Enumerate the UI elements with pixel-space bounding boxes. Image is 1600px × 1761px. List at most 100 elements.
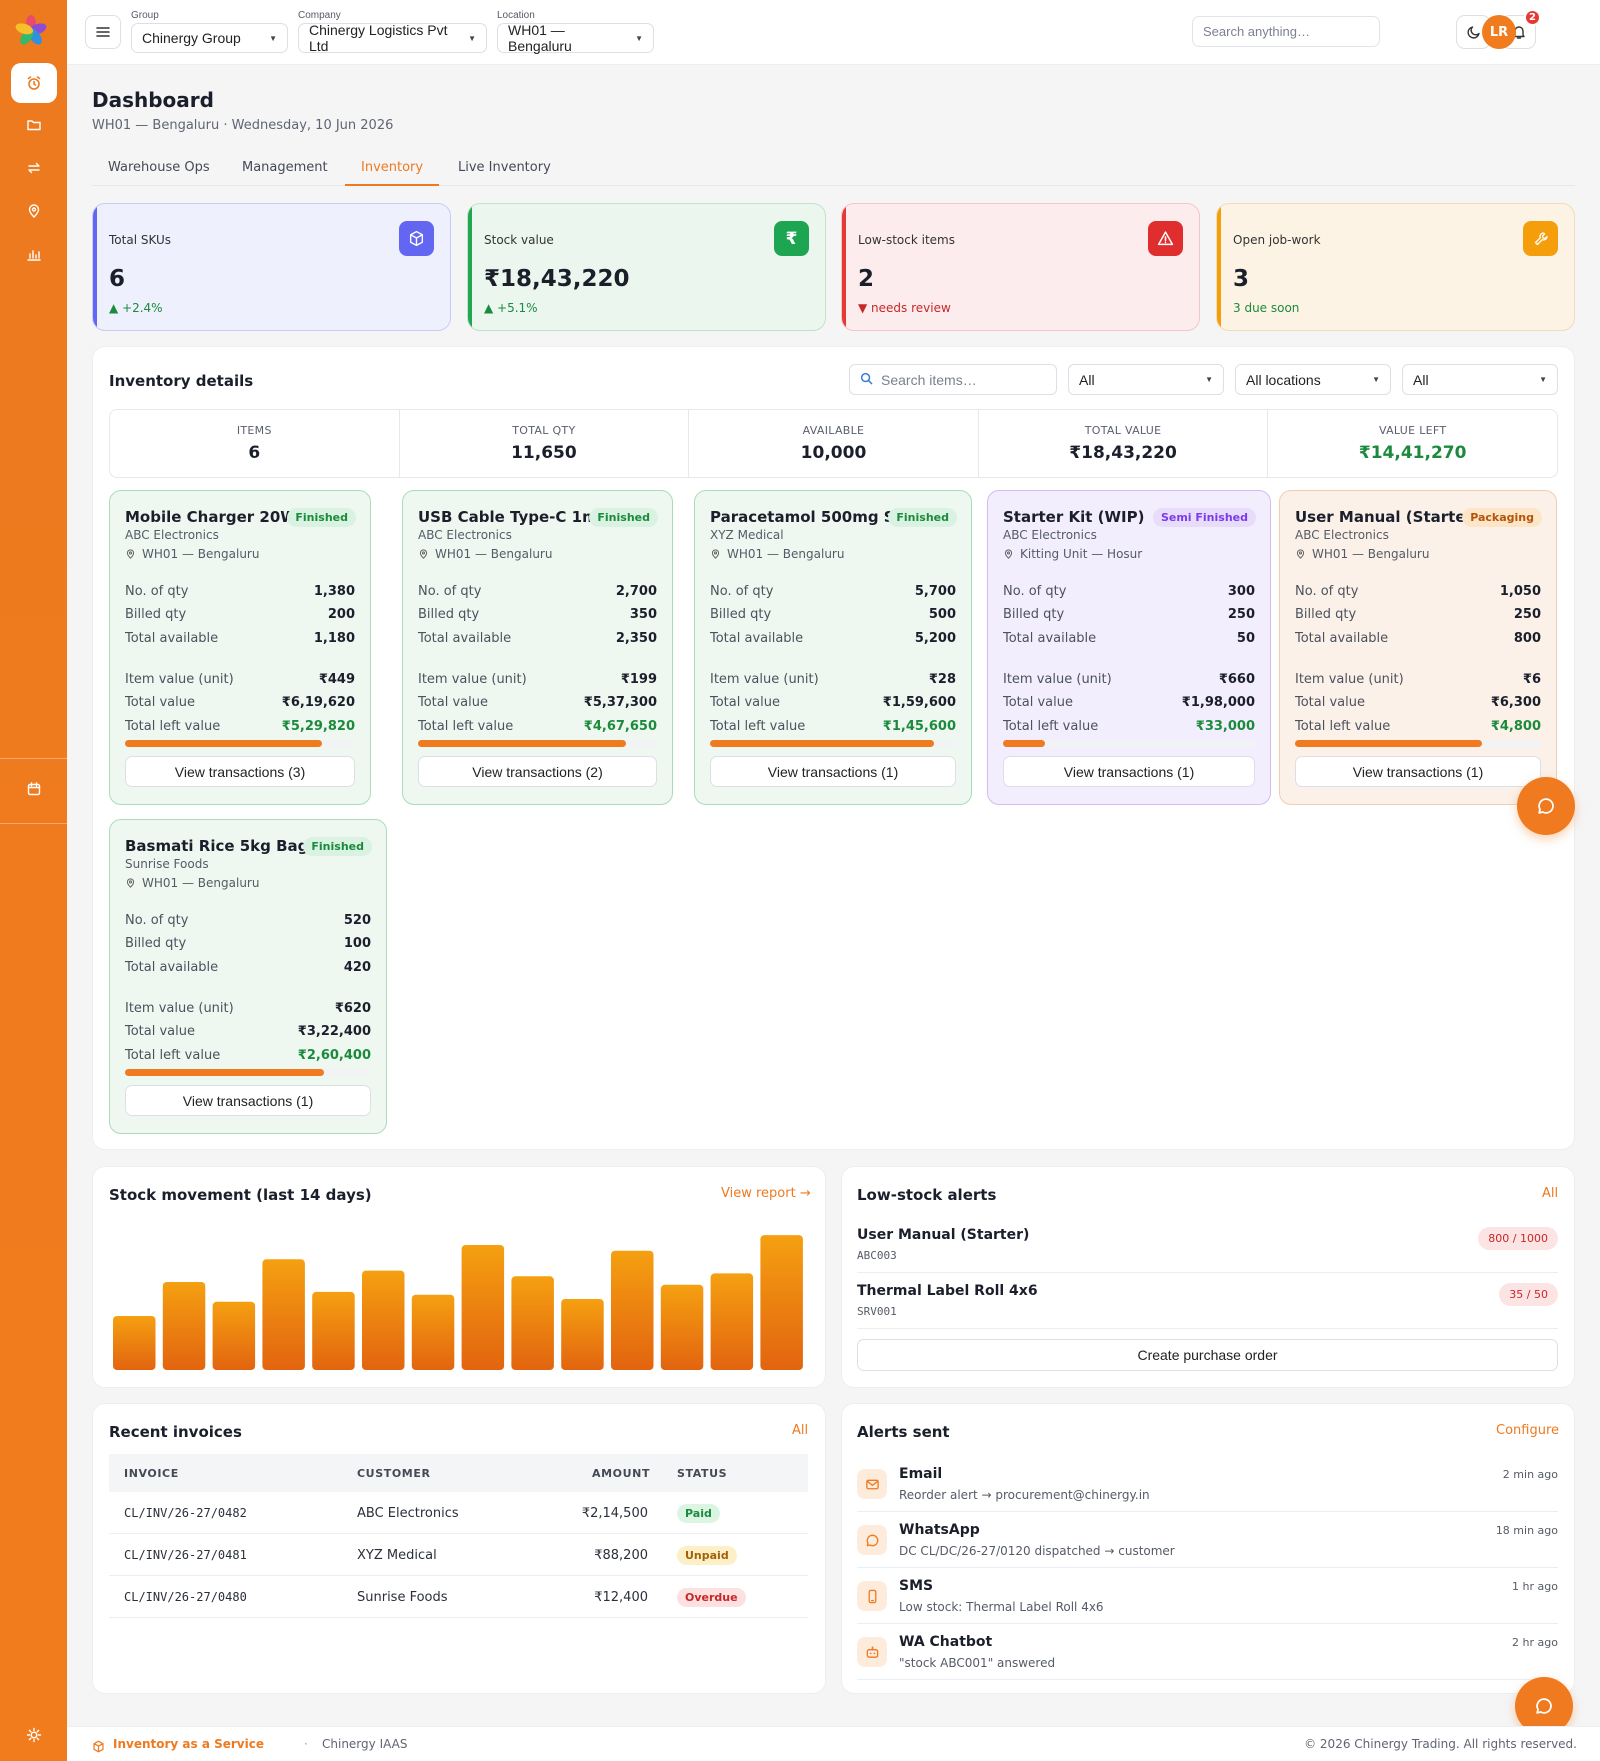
chat-fab-button[interactable] [1515, 1677, 1573, 1735]
category-filter-select[interactable]: All ▼ [1068, 364, 1224, 395]
alert-sent-row[interactable]: WA Chatbot "stock ABC001" answered 2 hr … [857, 1624, 1558, 1680]
alert-sent-row[interactable]: WhatsApp DC CL/DC/26-27/0120 dispatched … [857, 1512, 1558, 1568]
item-row-label: Total value [125, 1024, 196, 1039]
view-transactions-button[interactable]: View transactions (1) [1003, 756, 1255, 787]
item-value-left-progress [418, 740, 657, 747]
item-row-label: No. of qty [710, 584, 774, 599]
map-pin-icon [126, 878, 135, 888]
sidebar-locations-button[interactable] [11, 191, 57, 231]
tab-inventory[interactable]: Inventory [345, 160, 440, 186]
item-row-label: Item value (unit) [710, 672, 819, 687]
item-row-value: ₹3,22,400 [297, 1024, 371, 1039]
sidebar-dashboard-button[interactable] [11, 63, 57, 103]
invoice-number: CL/INV/26-27/0480 [124, 1590, 247, 1604]
sidebar-files-button[interactable] [11, 105, 57, 145]
view-transactions-button[interactable]: View transactions (3) [125, 756, 355, 787]
view-report-link[interactable]: View report → [721, 1186, 811, 1201]
group-select[interactable]: Chinergy Group ▼ [131, 23, 288, 53]
app-logo-icon[interactable] [14, 14, 48, 48]
alert-sent-row[interactable]: SMS Low stock: Thermal Label Roll 4x6 1 … [857, 1568, 1558, 1624]
low-stock-row[interactable]: User Manual (Starter) ABC003 800 / 1000 [857, 1217, 1558, 1273]
item-row-value: ₹4,67,650 [583, 719, 657, 734]
summary-label: TOTAL VALUE [1084, 424, 1162, 437]
user-avatar[interactable]: LR [1482, 15, 1516, 49]
sidebar-calendar-button[interactable] [11, 769, 57, 809]
view-transactions-button[interactable]: View transactions (1) [125, 1085, 371, 1116]
tab-live-inventory[interactable]: Live Inventory [458, 160, 551, 175]
stat-trend: 3 due soon [1233, 301, 1300, 315]
alert-detail: Reorder alert → procurement@chinergy.in [899, 1488, 1150, 1502]
item-row-label: Total value [418, 695, 489, 710]
item-row-value: 420 [343, 960, 371, 975]
stat-card-total-skus: Total SKUs 6 ▲ +2.4% [92, 203, 451, 331]
tab-management[interactable]: Management [242, 160, 328, 175]
item-row-total: Total value ₹6,300 [1295, 695, 1541, 710]
item-row-label: Billed qty [1003, 607, 1065, 622]
table-header [109, 1454, 808, 1492]
alert-channel: SMS [899, 1578, 934, 1594]
location-filter-select[interactable]: All locations ▼ [1235, 364, 1391, 395]
tab-warehouse-ops[interactable]: Warehouse Ops [108, 160, 210, 175]
status-badge: Overdue [677, 1587, 746, 1607]
sidebar-theme-button[interactable] [11, 1715, 57, 1755]
item-row-qty: No. of qty 1,050 [1295, 584, 1541, 599]
item-progress-fill [1003, 740, 1046, 747]
item-row-label: Item value (unit) [1295, 672, 1404, 687]
item-value-left-progress [125, 1069, 371, 1076]
invoice-number: CL/INV/26-27/0481 [124, 1548, 247, 1562]
item-row-label: Total available [418, 631, 512, 646]
table-row[interactable]: CL/INV/26-27/0480 Sunrise Foods ₹12,400 Ove… [109, 1576, 808, 1618]
table-row[interactable]: CL/INV/26-27/0482 ABC Electronics ₹2,14,50… [109, 1492, 808, 1534]
item-row-label: Item value (unit) [418, 672, 527, 687]
invoices-all-link[interactable]: All [792, 1423, 809, 1438]
item-row-value: ₹199 [620, 672, 657, 687]
item-row-billed: Billed qty 500 [710, 607, 956, 622]
item-row-total: Total value ₹1,59,600 [710, 695, 956, 710]
item-row-label: Total left value [418, 719, 514, 734]
summary-value-left: VALUE LEFT ₹14,41,270 [1268, 410, 1557, 477]
chart-bar [611, 1250, 654, 1370]
item-row-value: ₹1,45,600 [882, 719, 956, 734]
location-selector: Location WH01 — Bengaluru ▼ [497, 10, 654, 54]
company-select[interactable]: Chinergy Logistics Pvt Ltd ▼ [298, 22, 487, 54]
item-name: Mobile Charger 20W [125, 508, 297, 526]
item-location-text: Kitting Unit — Hosur [1020, 547, 1143, 561]
item-row-left: Total left value ₹1,45,600 [710, 719, 956, 734]
view-transactions-button[interactable]: View transactions (2) [418, 756, 657, 787]
sidebar-reports-button[interactable] [11, 234, 57, 274]
low-stock-all-link[interactable]: All [1542, 1186, 1559, 1201]
type-filter-select[interactable]: All ▼ [1402, 364, 1558, 395]
item-location-text: WH01 — Bengaluru [727, 547, 845, 561]
low-stock-row[interactable]: Thermal Label Roll 4x6 SRV001 35 / 50 [857, 1273, 1558, 1329]
summary-label: AVAILABLE [802, 424, 865, 437]
arrows-swap-icon [28, 162, 40, 174]
view-transactions-button[interactable]: View transactions (1) [710, 756, 956, 787]
chat-fab-button[interactable] [1517, 777, 1575, 835]
create-purchase-order-button[interactable]: Create purchase order [857, 1339, 1558, 1371]
item-progress-fill [1295, 740, 1483, 747]
chat-bubble-icon [857, 1525, 887, 1555]
alert-sent-row[interactable]: Email Reorder alert → procurement@chiner… [857, 1456, 1558, 1512]
caret-down-icon: ▼ [1539, 375, 1547, 384]
item-row-value: 350 [629, 607, 657, 622]
table-row[interactable]: CL/INV/26-27/0481 XYZ Medical ₹88,200 Unpai… [109, 1534, 808, 1576]
configure-alerts-link[interactable]: Configure [1496, 1423, 1560, 1438]
global-search-input[interactable]: Search anything… [1192, 16, 1380, 47]
item-value-left-progress [1003, 740, 1255, 747]
inventory-item-card: Mobile Charger 20W Finished ABC Electronic… [109, 490, 371, 805]
menu-toggle-button[interactable] [85, 15, 121, 49]
item-row-value: 520 [343, 913, 371, 928]
inventory-search-input[interactable]: Search items… [849, 364, 1057, 395]
alert-channel: WhatsApp [899, 1522, 980, 1538]
view-transactions-button[interactable]: View transactions (1) [1295, 756, 1541, 787]
low-stock-item-name: Thermal Label Roll 4x6 [857, 1283, 1038, 1299]
stat-label: Stock value [484, 233, 554, 247]
item-row-label: Total available [125, 631, 219, 646]
item-row-left: Total left value ₹2,60,400 [125, 1048, 371, 1063]
item-row-label: Billed qty [418, 607, 480, 622]
sidebar-transfers-button[interactable] [11, 148, 57, 188]
item-row-label: Total value [125, 695, 196, 710]
location-select[interactable]: WH01 — Bengaluru ▼ [497, 22, 654, 54]
item-row-left: Total left value ₹4,67,650 [418, 719, 657, 734]
caret-down-icon: ▼ [468, 33, 476, 43]
